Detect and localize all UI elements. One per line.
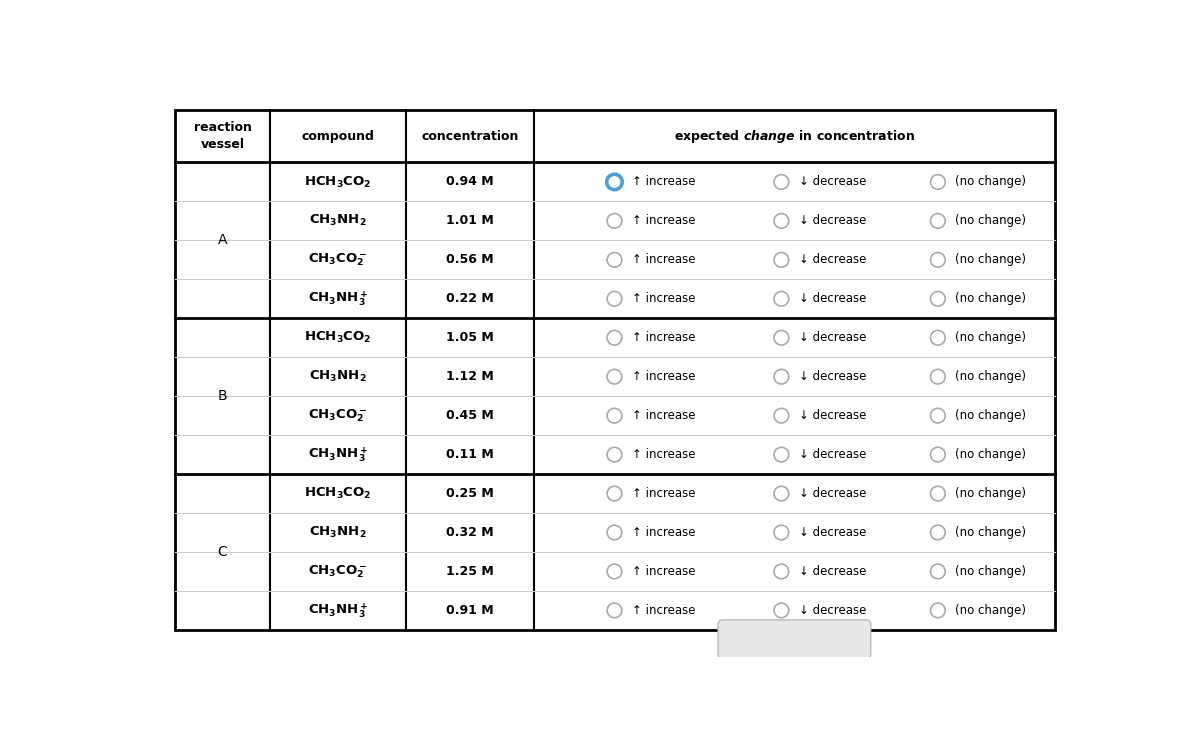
Text: (no change): (no change) — [955, 604, 1026, 617]
Text: ↑ increase: ↑ increase — [632, 253, 696, 266]
Text: ↓ decrease: ↓ decrease — [799, 604, 866, 617]
Text: ↑ increase: ↑ increase — [632, 215, 696, 227]
Text: ↑ increase: ↑ increase — [632, 604, 696, 617]
Text: ↺: ↺ — [787, 630, 802, 648]
Text: $\mathbf{CH_3CO_2^-}$: $\mathbf{CH_3CO_2^-}$ — [308, 563, 367, 579]
Text: ↓ decrease: ↓ decrease — [799, 215, 866, 227]
Text: $\mathbf{HCH_3CO_2}$: $\mathbf{HCH_3CO_2}$ — [304, 174, 372, 190]
Text: (no change): (no change) — [955, 292, 1026, 306]
Text: 0.32 M: 0.32 M — [446, 526, 493, 539]
Text: ↓ decrease: ↓ decrease — [799, 526, 866, 539]
Text: C: C — [217, 545, 227, 559]
Text: ↑ increase: ↑ increase — [632, 409, 696, 422]
Text: ↓ decrease: ↓ decrease — [799, 409, 866, 422]
Text: (no change): (no change) — [955, 253, 1026, 266]
Text: (no change): (no change) — [955, 487, 1026, 500]
FancyBboxPatch shape — [718, 620, 871, 658]
Text: $\mathbf{CH_3NH_3^+}$: $\mathbf{CH_3NH_3^+}$ — [307, 445, 368, 464]
Text: $\mathbf{HCH_3CO_2}$: $\mathbf{HCH_3CO_2}$ — [304, 486, 372, 501]
Text: ↑ increase: ↑ increase — [632, 526, 696, 539]
Text: ×: × — [746, 630, 762, 648]
Text: 0.56 M: 0.56 M — [446, 253, 493, 266]
Text: ↓ decrease: ↓ decrease — [799, 292, 866, 306]
Text: ↑ increase: ↑ increase — [632, 176, 696, 188]
Text: 0.45 M: 0.45 M — [446, 409, 493, 422]
Text: (no change): (no change) — [955, 526, 1026, 539]
Text: compound: compound — [301, 130, 374, 142]
Text: 0.22 M: 0.22 M — [446, 292, 493, 306]
Text: ↓ decrease: ↓ decrease — [799, 370, 866, 383]
Text: 0.11 M: 0.11 M — [446, 448, 493, 461]
Text: 0.91 M: 0.91 M — [446, 604, 493, 617]
Text: ↑ increase: ↑ increase — [632, 565, 696, 578]
Text: ↑ increase: ↑ increase — [632, 331, 696, 344]
Text: ↑ increase: ↑ increase — [632, 487, 696, 500]
Text: ↓ decrease: ↓ decrease — [799, 253, 866, 266]
Text: reaction
vessel: reaction vessel — [193, 121, 252, 151]
Text: 1.05 M: 1.05 M — [446, 331, 493, 344]
Text: (no change): (no change) — [955, 409, 1026, 422]
Text: ↓ decrease: ↓ decrease — [799, 487, 866, 500]
Text: $\mathbf{CH_3NH_3^+}$: $\mathbf{CH_3NH_3^+}$ — [307, 289, 368, 308]
Text: (no change): (no change) — [955, 370, 1026, 383]
Text: ↑ increase: ↑ increase — [632, 448, 696, 461]
Text: (no change): (no change) — [955, 448, 1026, 461]
Text: ?: ? — [830, 630, 839, 648]
Text: ↑ increase: ↑ increase — [632, 370, 696, 383]
Text: A: A — [217, 233, 227, 247]
Text: 1.25 M: 1.25 M — [446, 565, 493, 578]
Text: expected $\bfit{change}$ in concentration: expected $\bfit{change}$ in concentratio… — [674, 128, 914, 145]
Text: $\mathbf{CH_3CO_2^-}$: $\mathbf{CH_3CO_2^-}$ — [308, 407, 367, 424]
Text: $\mathbf{HCH_3CO_2}$: $\mathbf{HCH_3CO_2}$ — [304, 330, 372, 345]
Text: (no change): (no change) — [955, 176, 1026, 188]
Text: (no change): (no change) — [955, 331, 1026, 344]
Text: $\mathbf{CH_3NH_3^+}$: $\mathbf{CH_3NH_3^+}$ — [307, 601, 368, 620]
Text: 1.01 M: 1.01 M — [446, 215, 493, 227]
Text: (no change): (no change) — [955, 565, 1026, 578]
Circle shape — [608, 176, 620, 187]
Text: 0.94 M: 0.94 M — [446, 176, 493, 188]
Text: concentration: concentration — [421, 130, 518, 142]
Text: ↓ decrease: ↓ decrease — [799, 176, 866, 188]
Circle shape — [605, 173, 624, 191]
Text: $\mathbf{CH_3CO_2^-}$: $\mathbf{CH_3CO_2^-}$ — [308, 252, 367, 268]
Text: B: B — [217, 389, 227, 403]
Text: ↑ increase: ↑ increase — [632, 292, 696, 306]
Text: 1.12 M: 1.12 M — [446, 370, 493, 383]
Text: ↓ decrease: ↓ decrease — [799, 331, 866, 344]
Text: $\mathbf{CH_3NH_2}$: $\mathbf{CH_3NH_2}$ — [310, 369, 367, 384]
Text: ↓ decrease: ↓ decrease — [799, 448, 866, 461]
Text: $\mathbf{CH_3NH_2}$: $\mathbf{CH_3NH_2}$ — [310, 525, 367, 540]
Text: ↓ decrease: ↓ decrease — [799, 565, 866, 578]
Text: 0.25 M: 0.25 M — [446, 487, 493, 500]
Text: (no change): (no change) — [955, 215, 1026, 227]
Text: $\mathbf{CH_3NH_2}$: $\mathbf{CH_3NH_2}$ — [310, 213, 367, 229]
